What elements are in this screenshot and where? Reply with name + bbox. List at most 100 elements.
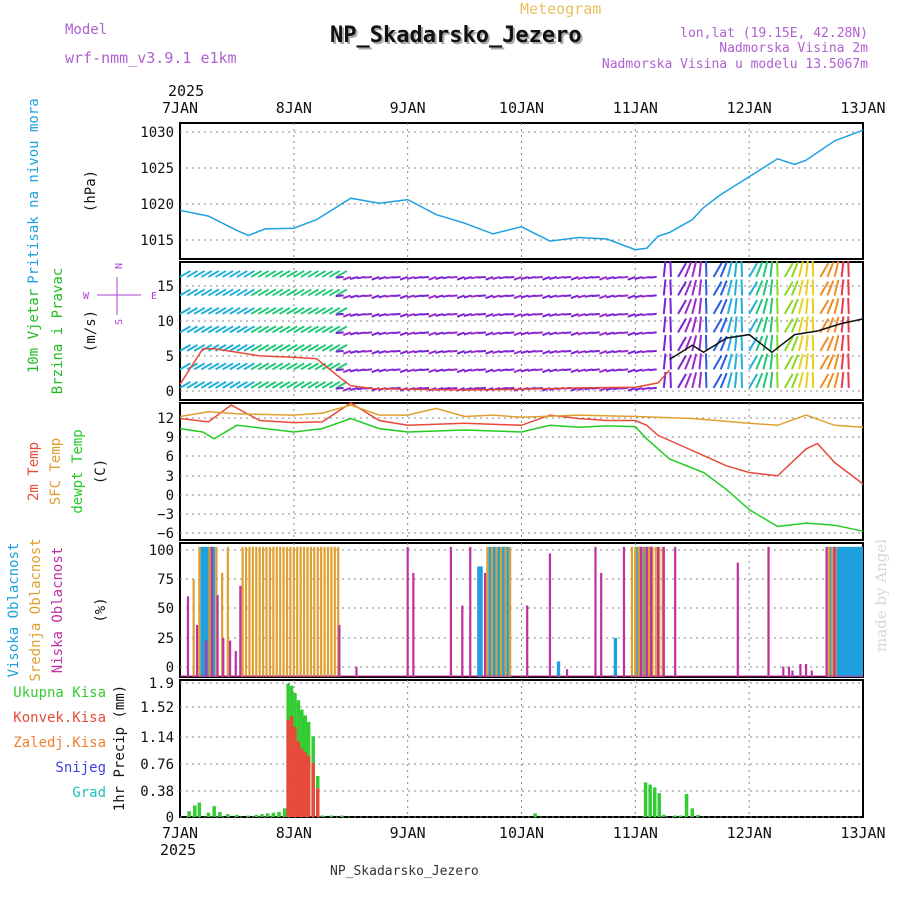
x-tick-bottom-label: 11JAN — [613, 824, 658, 842]
clouds-bar — [634, 546, 637, 677]
wind-arrow — [606, 312, 615, 317]
wind-arrow — [591, 331, 600, 335]
wind-arrow — [811, 353, 815, 370]
wind-arrow — [599, 312, 608, 318]
wind-arrow — [755, 372, 764, 389]
wind-arrow — [797, 316, 804, 333]
wind-arrow — [307, 344, 319, 352]
wind-arrow — [549, 331, 558, 336]
wind-arrow — [463, 294, 472, 299]
pressure-ylabel: Pritisak na nivou mora — [26, 98, 42, 283]
wind-arrow — [336, 288, 348, 297]
wind-arrow — [385, 294, 394, 298]
clouds-bar — [478, 566, 481, 677]
clouds-bar — [651, 546, 654, 677]
wind-arrow — [620, 331, 629, 335]
wind-arrow — [584, 294, 593, 298]
clouds-bar — [830, 546, 833, 677]
precipitation-bar — [293, 726, 297, 817]
clouds-bar — [836, 546, 840, 677]
wind-arrow — [790, 354, 799, 370]
wind-arrow — [371, 349, 380, 355]
wind-arrow — [733, 260, 738, 278]
wind-arrow — [534, 368, 543, 372]
wind-arrow — [207, 325, 220, 334]
wind-arrow — [733, 279, 738, 296]
wind-arrow — [485, 331, 494, 337]
wind-arrow — [520, 312, 529, 317]
precipitation-bar — [296, 741, 301, 817]
wind-arrow — [833, 298, 840, 315]
wind-arrow — [485, 294, 494, 300]
clouds-bar — [644, 546, 647, 677]
clouds-bar — [282, 546, 285, 677]
clouds-bar — [501, 546, 504, 677]
wind-arrow — [776, 260, 779, 277]
wind-arrow — [513, 275, 522, 281]
clouds-bar — [268, 546, 272, 677]
wind-arrow — [556, 294, 565, 298]
wind-arrow — [819, 373, 830, 389]
wind-arrow — [797, 279, 804, 296]
wind-arrow — [847, 260, 850, 277]
wind-arrow — [577, 312, 586, 317]
wind-arrow — [726, 279, 733, 296]
wind-arrow — [293, 307, 305, 315]
clouds-bar — [228, 640, 232, 677]
clouds-bar — [241, 546, 244, 677]
wind-arrow — [513, 312, 522, 318]
wind-arrow — [336, 344, 348, 352]
wind-arrow — [229, 288, 241, 297]
precipitation-bar — [235, 814, 239, 817]
wind-arrow — [599, 349, 608, 355]
wind-arrow — [669, 353, 672, 370]
wind-arrow — [435, 368, 444, 373]
wind-arrow — [840, 279, 845, 296]
wind-arrow — [179, 288, 191, 297]
wind-arrow — [179, 381, 191, 389]
wind-arrow — [662, 260, 667, 278]
wind-arrow — [677, 373, 687, 389]
wind-arrow — [215, 288, 227, 297]
wind-arrow — [840, 316, 845, 333]
wind-arrow — [669, 316, 672, 333]
wind-arrow — [684, 372, 693, 389]
clouds-bar — [186, 596, 190, 677]
wind-arrow — [236, 344, 248, 352]
wind-arrow — [435, 331, 444, 336]
clouds-bar — [844, 546, 848, 677]
wind-arrow — [321, 307, 334, 315]
wind-arrow — [748, 262, 759, 278]
wind-arrow — [591, 275, 600, 279]
wind-arrow — [620, 294, 629, 298]
temperature-ylabel: 2m Temp — [26, 442, 42, 501]
wind-arrow — [385, 275, 394, 280]
wind-arrow — [385, 349, 394, 354]
clouds-bar — [661, 546, 664, 677]
clouds-bar — [326, 546, 330, 677]
clouds-bar — [613, 637, 616, 677]
wind-arrow — [463, 349, 472, 354]
clouds-bar — [852, 546, 855, 677]
clouds-bar — [614, 637, 618, 677]
wind-arrow — [691, 372, 698, 389]
clouds-bar — [337, 546, 340, 677]
wind-arrow — [790, 261, 799, 278]
clouds-bar — [646, 546, 649, 677]
wind-series-line — [179, 348, 671, 391]
wind-arrow — [570, 349, 579, 355]
clouds-bar — [642, 546, 645, 677]
wind-arrow — [840, 353, 845, 370]
wind-arrow — [371, 331, 380, 337]
wind-arrow — [293, 362, 305, 371]
wind-arrow — [485, 275, 494, 281]
wind-arrow — [712, 299, 723, 315]
clouds-ytick-label: 75 — [157, 572, 174, 588]
clouds-bar — [498, 546, 501, 677]
wind-arrow — [449, 331, 458, 335]
wind-arrow — [449, 349, 458, 353]
wind-arrow — [669, 279, 672, 296]
signature: made by Angel — [872, 539, 890, 652]
clouds-bar — [654, 546, 657, 677]
wind-arrow — [840, 371, 845, 389]
